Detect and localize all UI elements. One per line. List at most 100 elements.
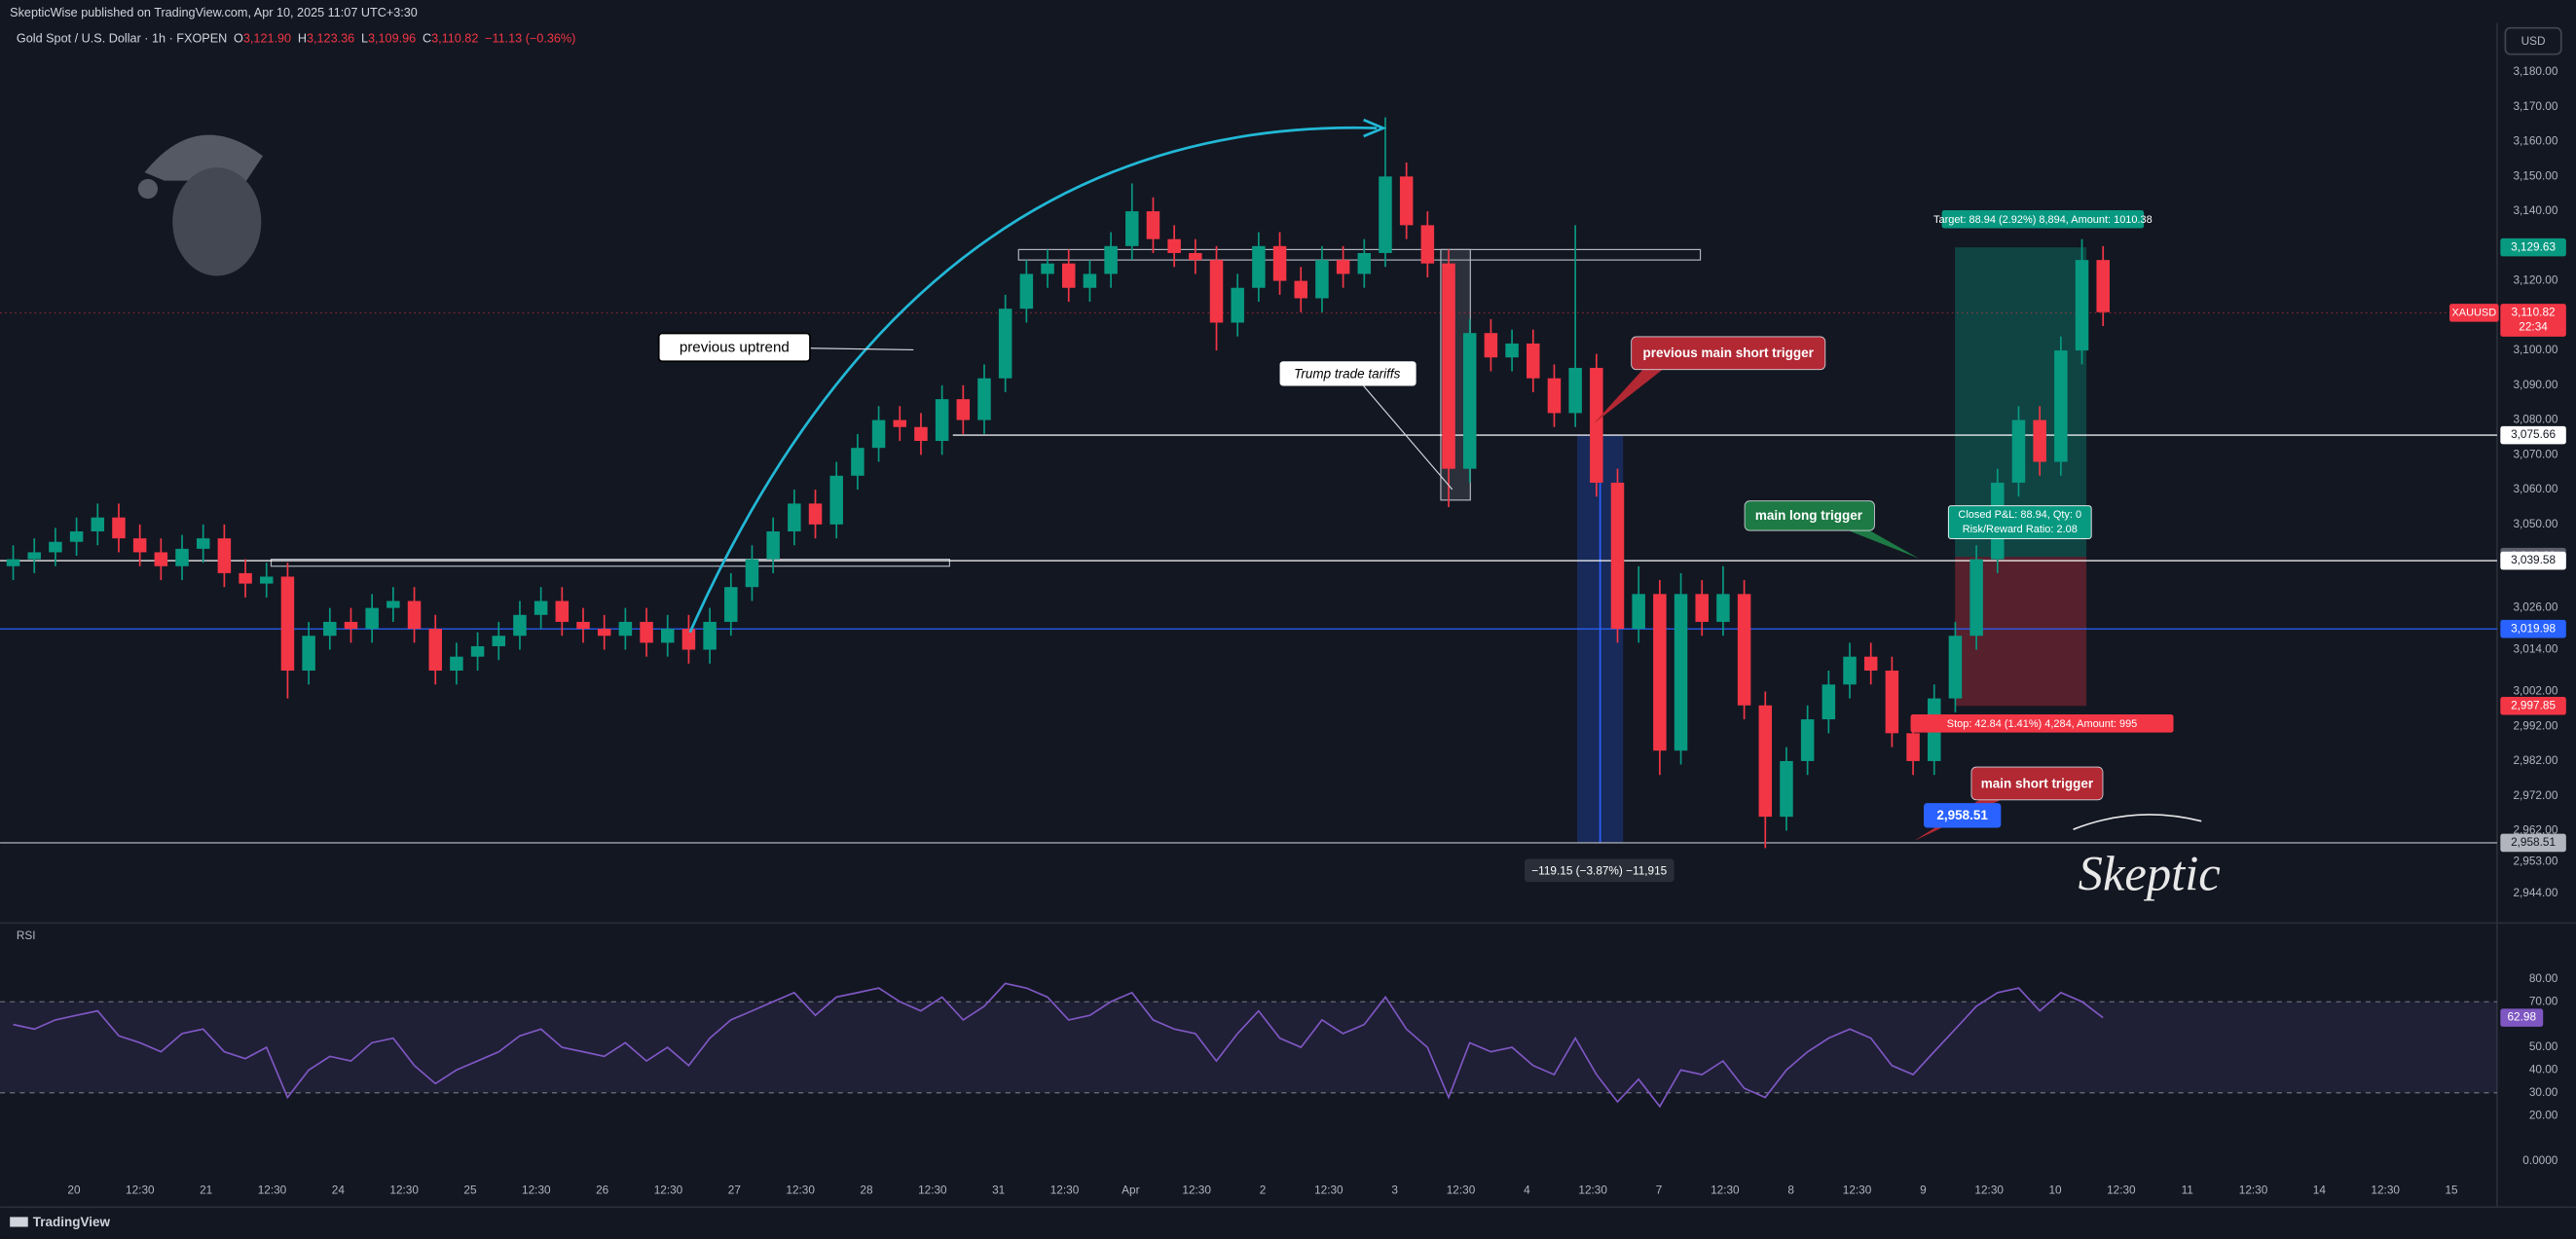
candle-body [132, 538, 147, 553]
x-tick-label: 31 [992, 1184, 1005, 1197]
candle-body [1146, 211, 1160, 239]
rsi-tick-label: 20.00 [2529, 1108, 2558, 1121]
ohlc-key: O [234, 32, 243, 46]
candle-body [154, 552, 168, 566]
target-label: Target: 88.94 (2.92%) 8,894, Amount: 101… [1933, 214, 2153, 226]
avatar-face [172, 167, 262, 276]
x-tick-label: 11 [2182, 1184, 2193, 1197]
symbol-box [2449, 304, 2499, 322]
closed-label: Closed P&L: 88.94, Qty: 0 [1958, 509, 2081, 521]
candle-body [1083, 273, 1097, 288]
x-tick-label: 4 [1524, 1184, 1530, 1197]
price-label: 3,110.82 [2512, 306, 2556, 319]
y-tick-label: 2,972.00 [2513, 788, 2558, 802]
price-label: 3,075.66 [2511, 427, 2556, 441]
candle-body [239, 572, 252, 584]
candle-body [618, 621, 633, 637]
callout-line [1363, 385, 1454, 491]
brand: TradingView [33, 1215, 111, 1229]
target-box [1941, 209, 2145, 229]
x-tick-label: 25 [463, 1184, 477, 1197]
candle-body [851, 448, 865, 476]
candle-body [1357, 252, 1372, 274]
currency[interactable]: USD [2521, 34, 2546, 48]
stop-label: Stop: 42.84 (1.41%) 4,284, Amount: 995 [1947, 718, 2137, 730]
x-tick-label: 2 [1260, 1184, 1267, 1197]
y-tick-label: 3,002.00 [2513, 684, 2558, 698]
ohlc-value: 3,121.90 [243, 32, 291, 46]
ohlc-key: C [423, 32, 431, 46]
candle-body [1019, 273, 1034, 310]
candle-body [1505, 343, 1519, 358]
x-tick-label: 12:30 [1578, 1184, 1607, 1197]
candle-body [1252, 245, 1266, 288]
candle-body [1948, 636, 1963, 699]
countdown: 22:34 [2519, 320, 2548, 334]
candle-body [428, 629, 442, 671]
annotation: previous uptrend [680, 340, 790, 356]
price-label: 2,997.85 [2511, 698, 2556, 711]
candle-body [1737, 594, 1751, 706]
candle-body [935, 399, 949, 442]
candle-body [1906, 733, 1920, 761]
currency-box[interactable] [2504, 26, 2562, 55]
symbol-label: XAUUSD [2451, 307, 2496, 318]
x-tick-label: 9 [1920, 1184, 1927, 1197]
candle-body [1547, 378, 1562, 414]
rsi-band [0, 1002, 2497, 1093]
price-label-box [2500, 551, 2566, 570]
y-tick-label: 3,160.00 [2513, 134, 2558, 148]
price-label-box [2500, 833, 2566, 853]
ohlc-value: 3,110.82 [431, 32, 478, 46]
candle-body [2054, 350, 2068, 462]
ohlc-value: 3,123.36 [307, 32, 354, 46]
candle-body [470, 645, 485, 657]
candle-body [766, 530, 780, 560]
publisher: SkepticWise published on TradingView.com… [10, 6, 418, 19]
candle-body [2033, 419, 2046, 462]
candle-body [27, 552, 41, 560]
candle-body [6, 559, 20, 566]
y-tick-label: 3,050.00 [2513, 517, 2558, 530]
candle-body [998, 309, 1012, 379]
candle-body [175, 548, 189, 566]
y-tick-label: 2,953.00 [2513, 855, 2558, 868]
candle-body [217, 538, 232, 573]
price-label-box [2500, 619, 2566, 638]
y-tick-label: 3,014.00 [2513, 642, 2558, 656]
price-label: 2,958.51 [2511, 835, 2556, 849]
y-tick-label: 3,090.00 [2513, 378, 2558, 391]
candle-body [450, 656, 463, 671]
avatar [137, 134, 264, 276]
measure-box [1524, 858, 1674, 883]
price-label: 3,039.58 [2511, 553, 2556, 566]
avatar-hat [144, 134, 264, 181]
change: −11.13 (−0.36%) [485, 32, 575, 46]
candle-body [1885, 670, 1899, 734]
arrow-head [1363, 118, 1387, 138]
zone [270, 558, 950, 567]
candle-body [914, 426, 928, 442]
candle-body [1294, 280, 1307, 299]
y-tick-label: 2,992.00 [2513, 718, 2558, 732]
candle-body [1527, 343, 1540, 379]
candle-body [1632, 594, 1645, 630]
price-label-box [2500, 425, 2566, 445]
annotation: main long trigger [1755, 508, 1863, 523]
annotation: main short trigger [1981, 776, 2094, 790]
candle-body [956, 399, 971, 420]
rsi-line [13, 982, 2104, 1109]
candle-body [1653, 594, 1667, 751]
x-tick-label: 26 [596, 1184, 609, 1197]
candle-body [1969, 559, 1983, 637]
callout-line [809, 347, 914, 351]
rsi-last-box [2500, 1008, 2544, 1027]
candle-body [260, 576, 274, 584]
ohlc-value: 3,109.96 [368, 32, 416, 46]
y-tick-label: 3,100.00 [2513, 343, 2558, 356]
candle-body [703, 621, 717, 650]
ohlc-legend: Gold Spot / U.S. Dollar · 1h · FXOPEN O3,… [17, 32, 575, 46]
candle-body [1462, 333, 1477, 469]
candle-body [2075, 260, 2089, 351]
